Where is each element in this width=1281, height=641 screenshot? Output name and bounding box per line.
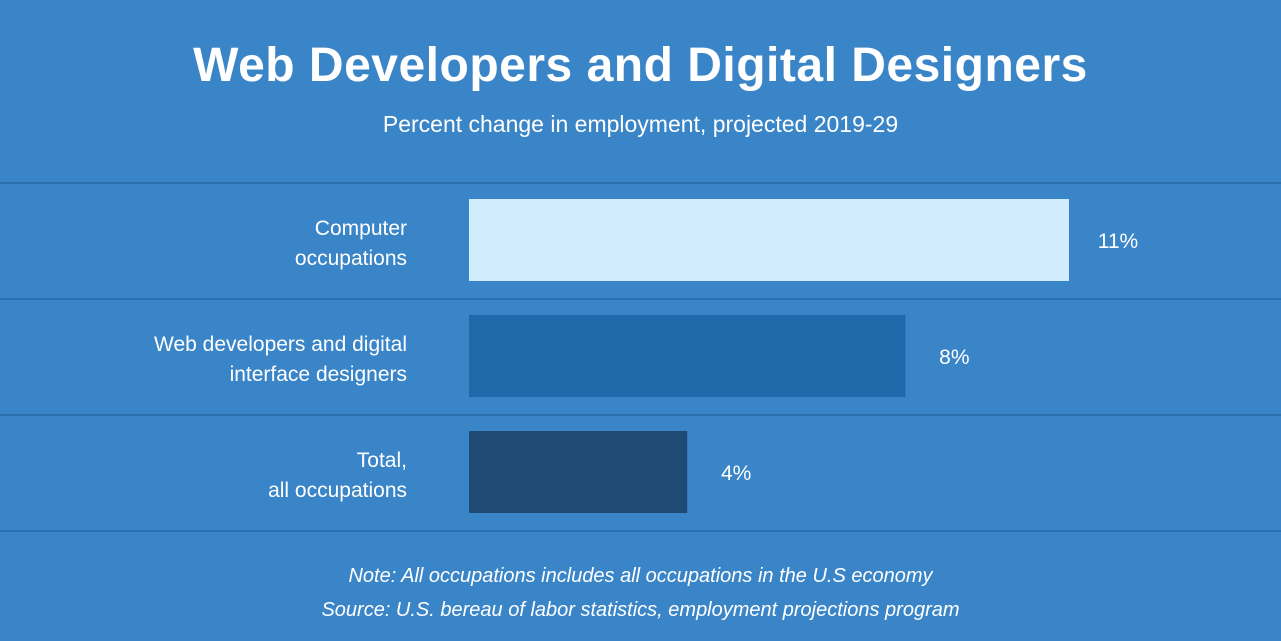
category-label: all occupations	[268, 479, 407, 502]
bar	[469, 431, 688, 513]
value-label: 8%	[939, 346, 969, 369]
category-label: Total,	[357, 449, 407, 472]
row-divider	[0, 298, 1281, 300]
value-label: 11%	[1098, 230, 1138, 253]
row-divider	[0, 414, 1281, 416]
value-label: 4%	[721, 462, 751, 485]
bar	[469, 199, 1069, 281]
row-divider	[0, 182, 1281, 184]
category-label: Web developers and digital	[154, 333, 407, 356]
chart-source: Source: U.S. bereau of labor statistics,…	[321, 599, 960, 621]
category-label: Computer	[315, 217, 407, 240]
chart-note: Note: All occupations includes all occup…	[348, 565, 933, 587]
chart-title: Web Developers and Digital Designers	[193, 39, 1088, 92]
bar	[469, 315, 906, 397]
row-divider	[0, 530, 1281, 532]
category-label: interface designers	[230, 363, 407, 386]
chart-subtitle: Percent change in employment, projected …	[382, 111, 899, 137]
category-label: occupations	[295, 247, 407, 270]
